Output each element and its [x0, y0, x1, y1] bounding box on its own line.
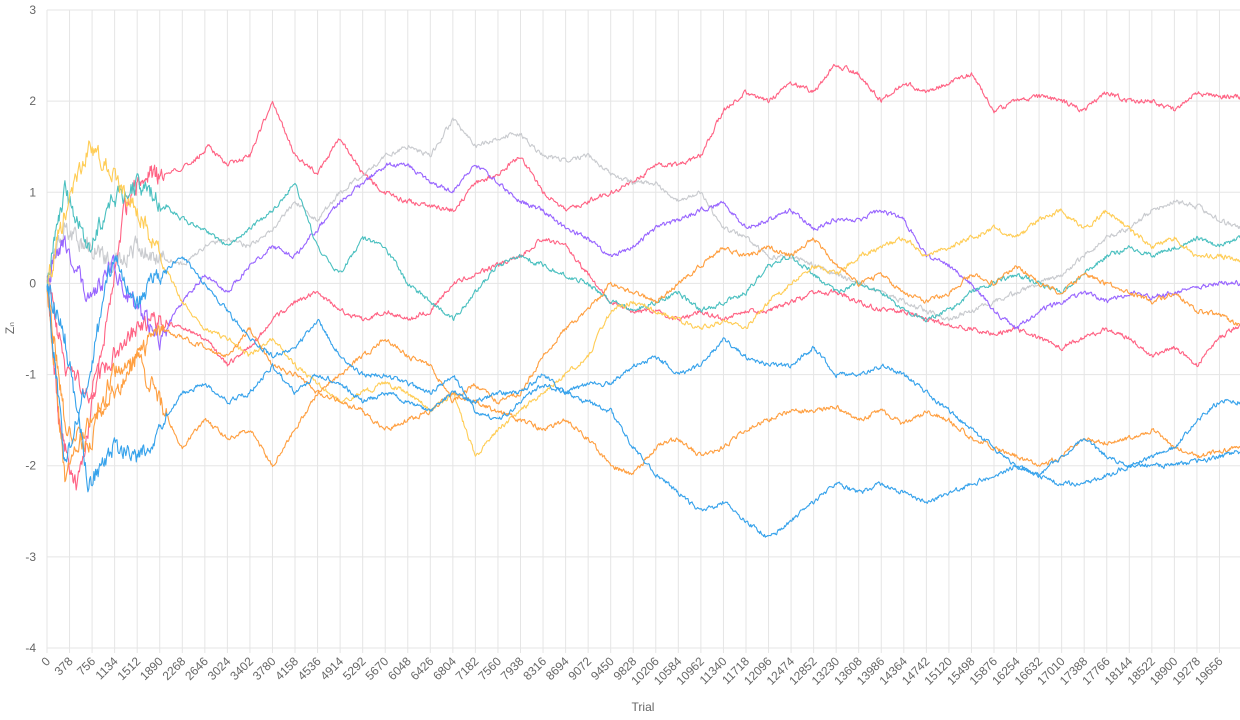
series-line [46, 238, 1240, 404]
y-tick-label: -4 [25, 641, 36, 655]
x-tick-label: 3402 [227, 654, 256, 683]
y-tick-label: -2 [25, 459, 36, 473]
x-tick-label: 1134 [93, 654, 121, 682]
series-line [46, 254, 1240, 538]
x-axis-title: Trial [632, 700, 655, 714]
y-tick-label: 2 [29, 94, 36, 108]
y-tick-label: 3 [29, 3, 36, 17]
series-line [46, 117, 1240, 322]
y-tick-label: -3 [25, 550, 36, 564]
series-line [46, 63, 1240, 491]
x-tick-label: 3780 [250, 654, 279, 683]
x-tick-label: 4158 [272, 654, 301, 683]
x-tick-label: 6048 [385, 654, 414, 683]
y-tick-label: 1 [29, 185, 36, 199]
series-line [46, 284, 1240, 493]
x-tick-label: 0 [38, 654, 53, 669]
series-line [46, 287, 1240, 476]
x-tick-label: 4536 [295, 654, 324, 683]
y-axis-ticks: -4 -3 -2 -1 0 1 2 3 [25, 3, 36, 655]
y-tick-label: 0 [29, 276, 36, 290]
series-line [46, 173, 1240, 323]
x-tick-label: 3024 [205, 654, 234, 683]
series-line [46, 162, 1240, 351]
x-tick-label: 5670 [363, 654, 392, 683]
x-tick-label: 4914 [317, 654, 346, 683]
series-line [46, 140, 1240, 457]
x-tick-label: 378 [52, 654, 76, 678]
x-tick-label: 9072 [565, 654, 594, 683]
y-axis-title: Zₙ [3, 322, 17, 334]
x-tick-label: 1512 [115, 654, 144, 683]
x-tick-label: 7560 [475, 654, 504, 683]
x-tick-label: 2268 [160, 654, 189, 683]
x-tick-label: 6804 [430, 654, 459, 683]
y-tick-label: -1 [25, 368, 36, 382]
series-group [46, 63, 1240, 538]
x-tick-label: 7938 [498, 654, 527, 683]
x-tick-label: 1890 [137, 654, 166, 683]
x-tick-label: 2646 [182, 654, 211, 683]
grid [46, 9, 1240, 653]
x-tick-label: 9450 [588, 654, 617, 683]
x-tick-label: 7182 [453, 654, 482, 683]
x-axis-ticks: 0378756113415121890226826463024340237804… [38, 654, 1225, 688]
x-tick-label: 5292 [340, 654, 369, 683]
x-tick-label: 6426 [408, 654, 437, 683]
x-tick-label: 8694 [543, 654, 572, 683]
series-line [46, 237, 1240, 483]
x-tick-label: 8316 [520, 654, 549, 683]
